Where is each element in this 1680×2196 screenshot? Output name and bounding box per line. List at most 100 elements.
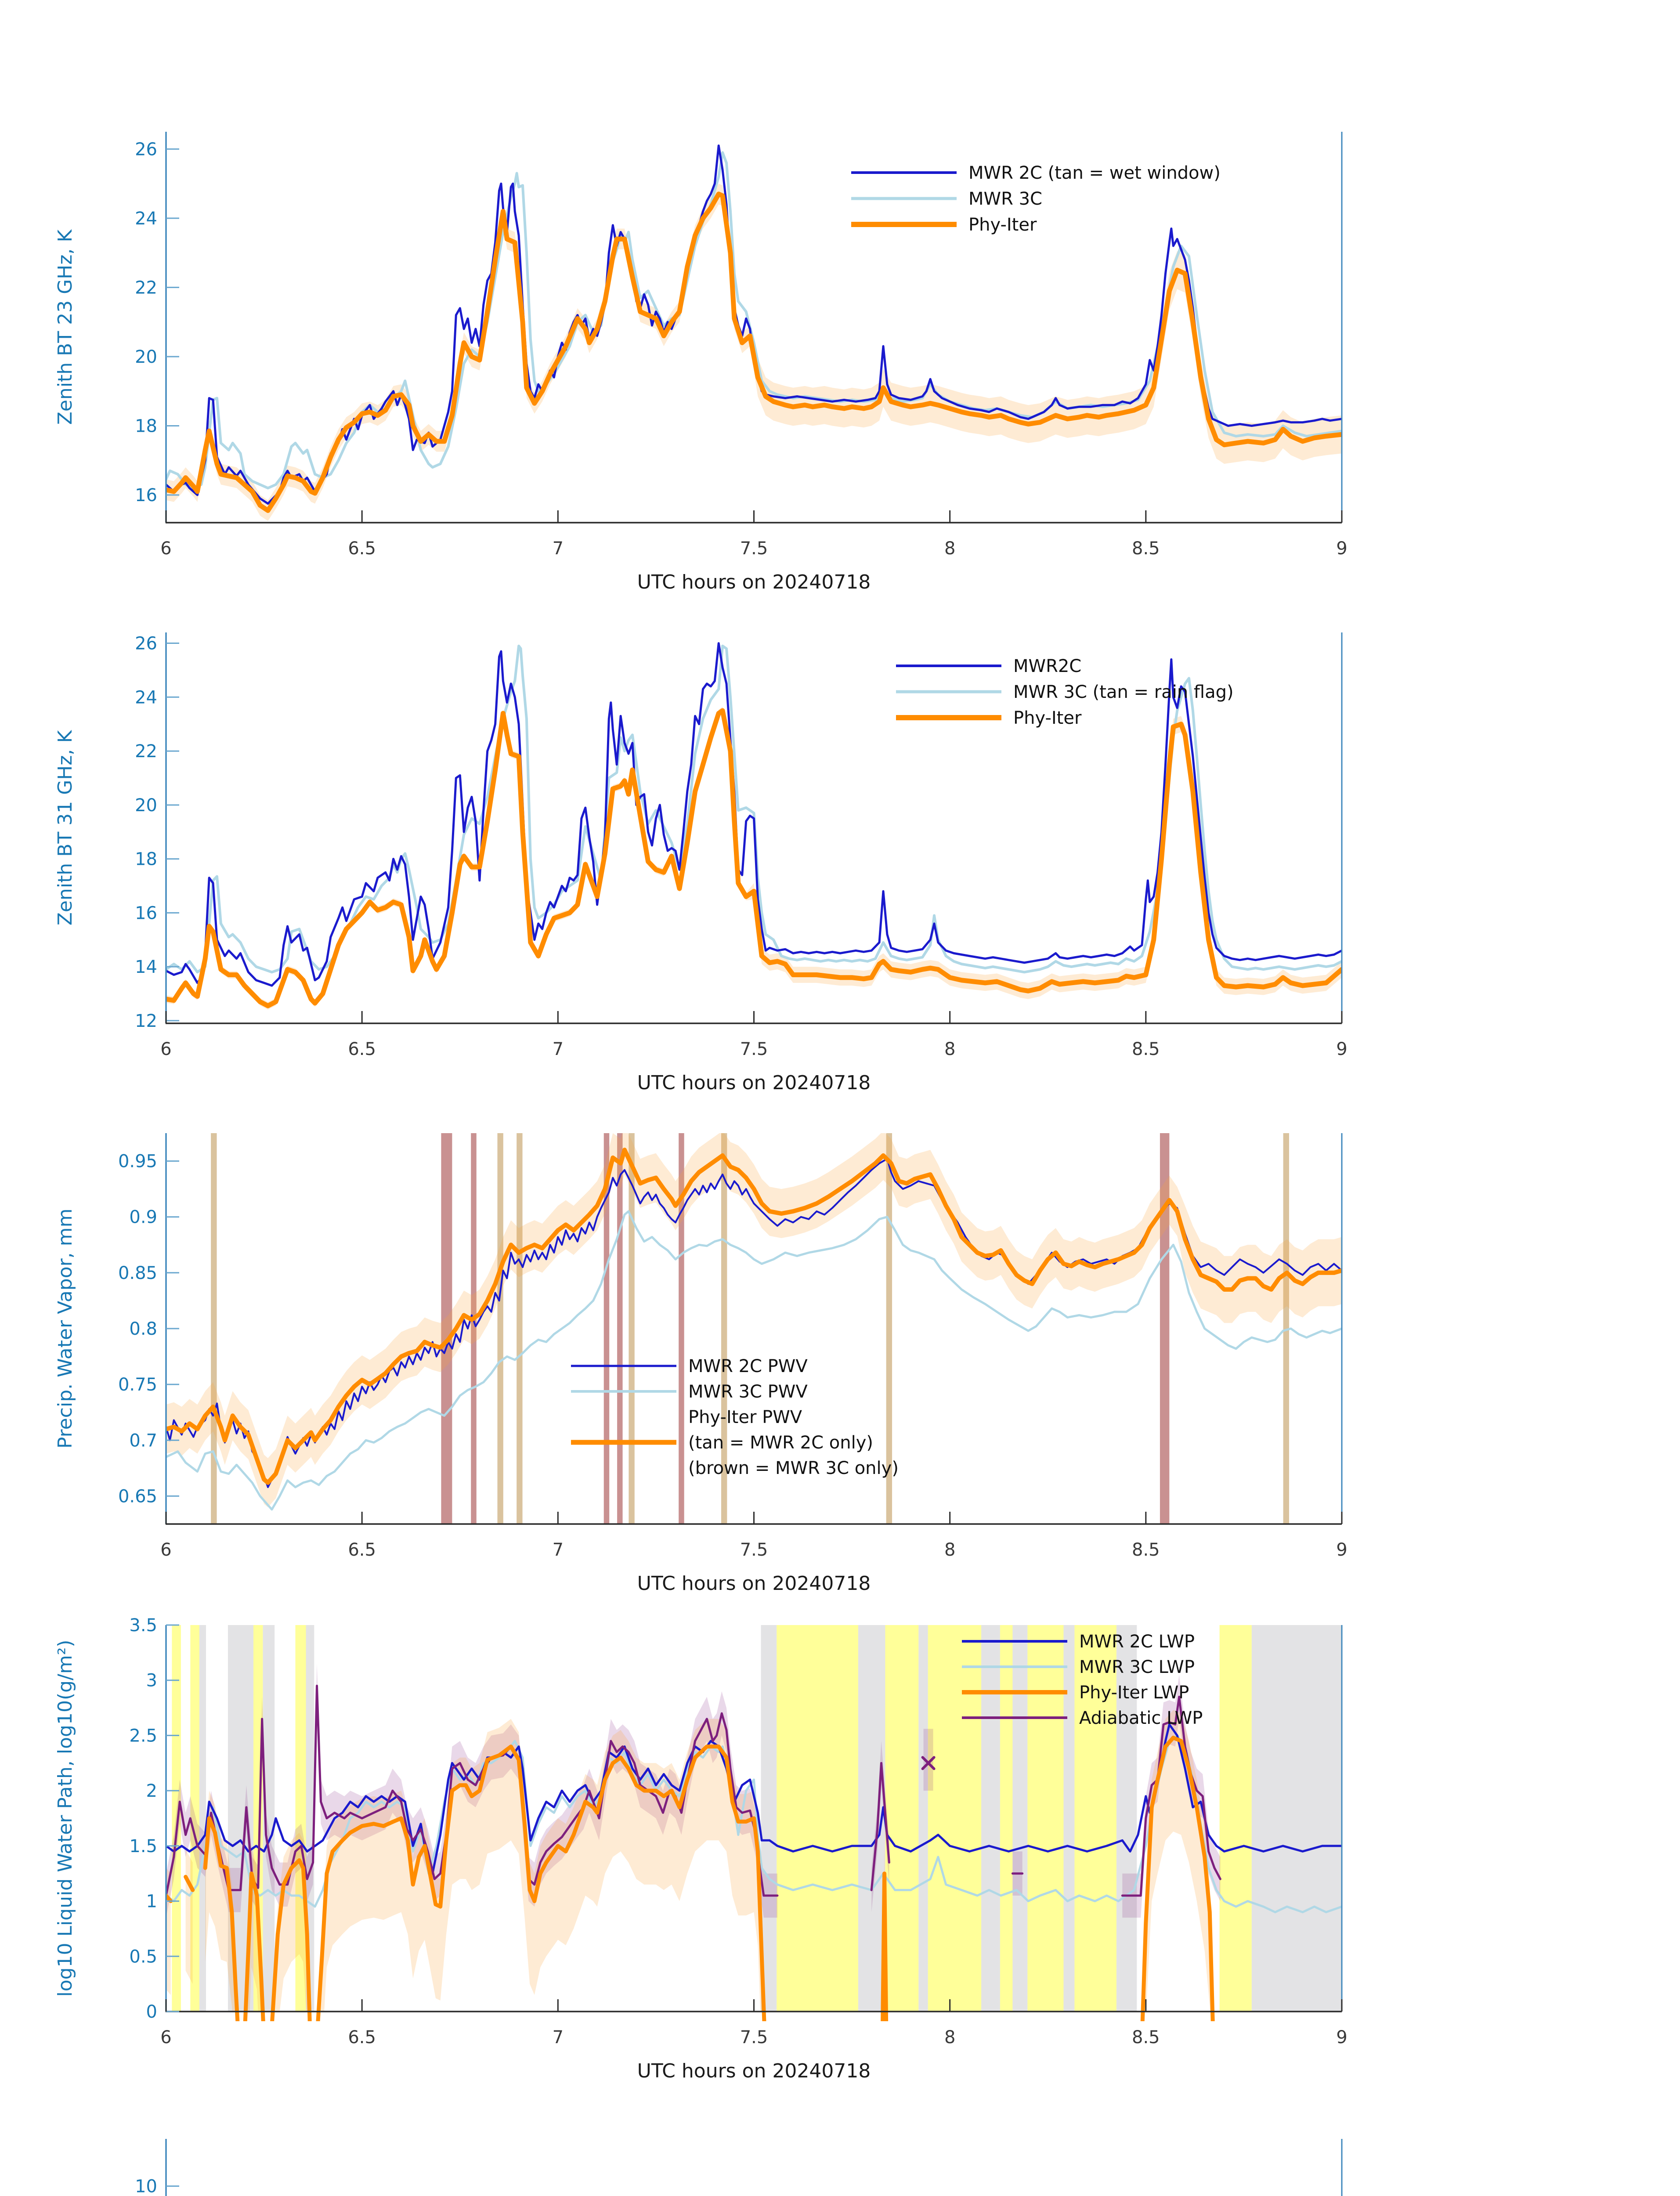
wet-window-bar-tan	[629, 1133, 635, 1524]
x-tick-label: 7	[553, 1039, 564, 1059]
y-axis-label: Zenith BT 31 GHz, K	[54, 730, 76, 926]
y-tick-label: 2	[146, 1781, 157, 1801]
legend-item-label: MWR2C	[1013, 656, 1081, 676]
y-tick-label: 3	[146, 1671, 157, 1691]
legend-item-label: (tan = MWR 2C only)	[688, 1433, 873, 1453]
x-tick-label: 8	[944, 538, 955, 559]
x-tick-label: 9	[1336, 1039, 1347, 1059]
uncertainty-band-phyiter	[166, 1133, 1342, 1507]
cloud-band-gray	[761, 1625, 777, 2012]
legend: MWR2C MWR 3C (tan = rain flag) Phy-Iter	[896, 656, 1234, 728]
y-tick-label: 0.65	[118, 1486, 157, 1506]
y-tick-label: 18	[135, 849, 157, 870]
marker-band	[923, 1729, 933, 1791]
cloud-band-yellow	[1027, 1625, 1064, 2012]
legend-item-label: Phy-Iter	[1013, 708, 1082, 728]
y-tick-label: 0	[146, 2002, 157, 2022]
series-line-mwr2c	[166, 1723, 1342, 1875]
x-tick-label: 8.5	[1132, 538, 1160, 559]
x-tick-label: 6.5	[348, 1039, 376, 1059]
cloud-band-yellow	[885, 1625, 919, 2012]
legend-item-label: MWR 2C PWV	[688, 1356, 808, 1376]
wet-window-bar-tan	[497, 1133, 503, 1524]
series-line-adiabatic	[1121, 1695, 1221, 1897]
y-axis-label: Precip. Water Vapor, mm	[54, 1209, 76, 1449]
y-tick-label: 24	[135, 209, 157, 229]
legend-item-label: MWR 2C (tan = wet window)	[968, 163, 1221, 183]
y-tick-label: 26	[135, 634, 157, 654]
x-tick-label: 7.5	[740, 1039, 768, 1059]
series-line-adiabatic	[870, 1762, 890, 1891]
wet-window-bar-tan	[1283, 1133, 1289, 1524]
x-axis-label: UTC hours on 20240718	[637, 1572, 871, 1595]
legend-item-label: MWR 3C LWP	[1079, 1657, 1195, 1677]
panel-lwp: 0 0.5 1 1.5 2 2.5 3 3.5 6 6.5 7 7.5 8 8.5 9 log10 Liqui…	[54, 1615, 1348, 2082]
x-tick-label: 9	[1336, 538, 1347, 559]
y-tick-label: 24	[135, 687, 157, 708]
x-tick-label: 8.5	[1132, 1039, 1160, 1059]
rain-flag-bar-brown	[603, 1133, 610, 1524]
cloud-band-yellow	[1000, 1625, 1013, 2012]
legend-item-label: Adiabatic LWP	[1079, 1708, 1203, 1728]
panel-pwv: 0.65 0.7 0.75 0.8 0.85 0.9 0.95 6 6.5 7 7.5 8 8.5 9 Pr…	[54, 1133, 1348, 1595]
legend-item-label: Phy-Iter PWV	[688, 1407, 802, 1427]
x-tick-label: 7.5	[740, 2027, 768, 2048]
y-axis-label: Zenith BT 23 GHz, K	[54, 229, 76, 425]
y-tick-label: 16	[135, 903, 157, 923]
y-tick-label: 20	[135, 795, 157, 816]
cloud-band-gray	[306, 1625, 314, 2012]
series-line-phyiter	[166, 1148, 1342, 1485]
y-tick-label: 2.5	[129, 1726, 157, 1746]
cloud-band-gray	[1063, 1625, 1075, 2012]
rain-flag-bar-brown	[679, 1133, 684, 1524]
y-tick-label: 1.5	[129, 1836, 157, 1856]
wet-window-bar-tan	[211, 1133, 217, 1524]
rain-flag-bar-brown	[617, 1133, 623, 1524]
cloud-band-gray	[981, 1625, 1000, 2012]
cloud-band-yellow	[777, 1625, 858, 2012]
wet-window-bar-tan	[517, 1133, 523, 1524]
cloud-band-gray	[199, 1625, 206, 2012]
legend-item-label: MWR 3C	[968, 189, 1042, 209]
series-line-phyiter	[166, 191, 1342, 513]
x-tick-label: 6	[160, 1039, 171, 1059]
x-tick-label: 6.5	[348, 1540, 376, 1560]
y-tick-label: 0.75	[118, 1375, 157, 1395]
y-tick-label: 22	[135, 741, 157, 762]
cloud-band-yellow	[172, 1625, 181, 2012]
series-line-mwr2c	[166, 642, 1342, 987]
x-tick-label: 6.5	[348, 2027, 376, 2048]
legend: MWR 2C PWV MWR 3C PWV Phy-Iter PWV (tan = M…	[571, 1356, 899, 1478]
y-tick-label: 14	[135, 957, 157, 977]
x-tick-label: 6	[160, 1540, 171, 1560]
legend-item-label: Phy-Iter LWP	[1079, 1683, 1189, 1703]
x-marker	[921, 1756, 936, 1770]
cloud-band-yellow	[1074, 1625, 1116, 2012]
y-tick-label: 0.8	[129, 1319, 157, 1339]
y-tick-label: 18	[135, 416, 157, 436]
y-tick-label: 0.95	[118, 1152, 157, 1172]
rain-flag-bar-brown	[441, 1133, 452, 1524]
y-tick-label: 1	[146, 1892, 157, 1912]
cloud-band-gray	[1116, 1625, 1137, 2012]
legend-item-label: Phy-Iter	[968, 215, 1037, 235]
legend-item-label: (brown = MWR 3C only)	[688, 1458, 899, 1478]
x-tick-label: 7.5	[740, 1540, 768, 1560]
uncertainty-band-phyiter	[185, 1849, 193, 1984]
cloud-band-yellow	[1219, 1625, 1252, 2012]
y-axis-label: log10 Liquid Water Path, log10(g/m²)	[54, 1640, 76, 1997]
legend: MWR 2C LWP MWR 3C LWP Phy-Iter LWP Adiabati…	[962, 1632, 1203, 1728]
legend-item-label: MWR 3C (tan = rain flag)	[1013, 682, 1234, 702]
x-tick-label: 8	[944, 2027, 955, 2048]
x-tick-label: 8	[944, 1039, 955, 1059]
uncertainty-band-phyiter	[205, 1719, 765, 2012]
panel-zenith-bt-23: 16 18 20 22 24 26 6 6.5 7 7.5 8 8.5 9 Zenith BT 23 GH…	[54, 132, 1348, 593]
rain-flag-bar-brown	[471, 1133, 477, 1524]
panel-zenith-bt-31: 12 14 16 18 20 22 24 26 6 6.5 7 7.5 8 8.5 9 Zenith BT 3…	[54, 632, 1348, 1094]
x-tick-label: 8	[944, 1540, 955, 1560]
x-tick-label: 6.5	[348, 538, 376, 559]
cloud-band-gray	[1012, 1625, 1028, 2012]
series-line-phyiter	[1140, 1736, 1215, 2021]
series-line-phyiter	[166, 708, 1342, 1008]
x-tick-label: 8.5	[1132, 1540, 1160, 1560]
